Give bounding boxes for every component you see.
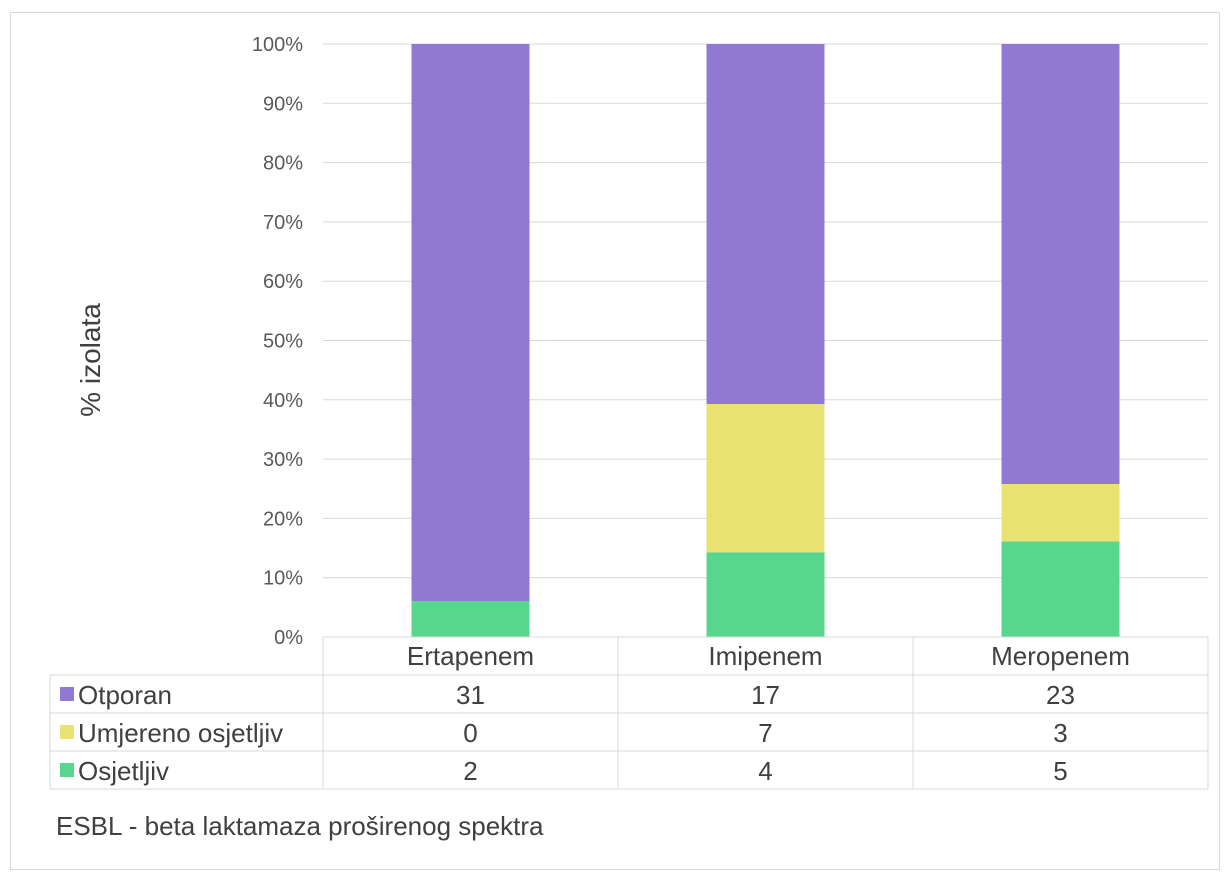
table-cell: 7 bbox=[758, 718, 772, 748]
table-cell: 31 bbox=[456, 680, 485, 710]
x-tick-label: Ertapenem bbox=[407, 641, 534, 671]
table-cell: 23 bbox=[1046, 680, 1075, 710]
y-tick-label: 40% bbox=[263, 390, 303, 412]
bar-segment bbox=[411, 44, 530, 602]
table-cell: 5 bbox=[1053, 756, 1067, 786]
legend-swatch bbox=[60, 725, 74, 739]
legend-swatch bbox=[60, 687, 74, 701]
table-cell: 17 bbox=[751, 680, 780, 710]
table-cell: 4 bbox=[758, 756, 772, 786]
bar-segment bbox=[706, 552, 825, 637]
legend-label: Osjetljiv bbox=[78, 756, 169, 786]
legend-swatch bbox=[60, 763, 74, 777]
y-tick-label: 0% bbox=[274, 627, 303, 649]
bar-segment bbox=[411, 601, 530, 637]
y-tick-label: 10% bbox=[263, 568, 303, 590]
y-tick-label: 60% bbox=[263, 271, 303, 293]
y-tick-label: 100% bbox=[252, 34, 303, 56]
bar-segment bbox=[706, 404, 825, 553]
y-tick-label: 50% bbox=[263, 331, 303, 353]
table-cell: 0 bbox=[463, 718, 477, 748]
chart-frame bbox=[10, 12, 1220, 870]
y-tick-label: 30% bbox=[263, 449, 303, 471]
y-tick-label: 70% bbox=[263, 212, 303, 234]
bar-segment bbox=[1001, 541, 1120, 637]
x-tick-label: Meropenem bbox=[991, 641, 1130, 671]
legend-label: Umjereno osjetljiv bbox=[78, 718, 283, 748]
y-axis-label: % izolata bbox=[75, 303, 106, 417]
table-cell: 2 bbox=[463, 756, 477, 786]
legend-label: Otporan bbox=[78, 680, 172, 710]
y-tick-label: 20% bbox=[263, 508, 303, 530]
y-tick-labels: 0% 10% 20% 30% 40% 50% 60% 70% 80% 90% 100% bbox=[252, 34, 303, 649]
bars bbox=[411, 44, 1120, 637]
table-cell: 3 bbox=[1053, 718, 1067, 748]
x-tick-label: Imipenem bbox=[708, 641, 822, 671]
y-tick-label: 80% bbox=[263, 153, 303, 175]
bar-segment bbox=[706, 44, 825, 405]
y-tick-label: 90% bbox=[263, 93, 303, 115]
bar-segment bbox=[1001, 44, 1120, 484]
bar-segment bbox=[1001, 483, 1120, 542]
footnote: ESBL - beta laktamaza proširenog spektra bbox=[56, 811, 544, 841]
